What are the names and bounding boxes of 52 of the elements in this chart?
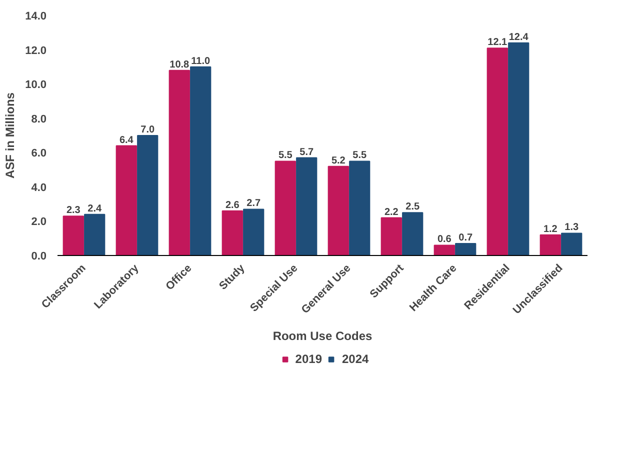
bar xyxy=(486,48,508,256)
data-label: 11.0 xyxy=(191,56,210,67)
y-tick-label: 14.0 xyxy=(25,10,47,22)
data-label: 2.2 xyxy=(384,206,399,218)
y-tick-label: 4.0 xyxy=(31,182,47,194)
y-tick-label: 2.0 xyxy=(31,216,47,228)
bar xyxy=(137,135,158,256)
bar xyxy=(434,244,455,256)
y-tick-label: 0.0 xyxy=(31,250,47,262)
y-axis-title: ASF in Millions xyxy=(3,92,18,178)
y-tick-label: 12.0 xyxy=(25,44,47,57)
bar xyxy=(84,214,106,256)
legend-label: 2024 xyxy=(342,352,369,366)
data-label: 10.8 xyxy=(170,59,190,70)
data-label: 7.0 xyxy=(140,124,155,136)
data-label: 1.3 xyxy=(564,222,579,234)
bar xyxy=(455,243,476,256)
bar xyxy=(508,42,530,256)
data-label: 12.4 xyxy=(508,32,529,43)
bar xyxy=(328,166,349,256)
data-label: 5.5 xyxy=(352,150,367,162)
bar xyxy=(222,210,243,256)
bar xyxy=(62,216,84,256)
data-label: 0.6 xyxy=(437,234,452,246)
data-label: 5.5 xyxy=(278,150,293,162)
legend-label: 2019 xyxy=(295,352,322,366)
data-label: 1.2 xyxy=(543,224,558,235)
data-label: 5.7 xyxy=(300,146,314,158)
data-label: 6.4 xyxy=(119,134,134,146)
data-label: 12.1 xyxy=(488,37,508,48)
bar xyxy=(274,160,296,256)
y-tick-label: 8.0 xyxy=(31,113,47,126)
bar xyxy=(540,234,561,256)
bar xyxy=(190,66,212,256)
data-label: 2.5 xyxy=(406,202,420,213)
bar xyxy=(349,160,370,256)
data-label: 5.2 xyxy=(331,155,346,166)
bar xyxy=(561,232,582,256)
data-label: 2.4 xyxy=(88,203,102,214)
data-label: 2.6 xyxy=(225,200,240,211)
bar xyxy=(168,70,190,256)
y-tick-label: 6.0 xyxy=(31,148,47,160)
bar xyxy=(116,145,137,256)
data-label: 2.3 xyxy=(66,205,81,216)
y-tick-label: 10.0 xyxy=(25,79,47,92)
bar xyxy=(243,208,264,256)
bar xyxy=(296,157,318,256)
bar xyxy=(402,212,424,256)
data-label: 0.7 xyxy=(458,232,473,244)
bar xyxy=(380,217,402,256)
data-label: 2.7 xyxy=(246,198,261,210)
x-axis-title: Room Use Codes xyxy=(272,328,372,343)
